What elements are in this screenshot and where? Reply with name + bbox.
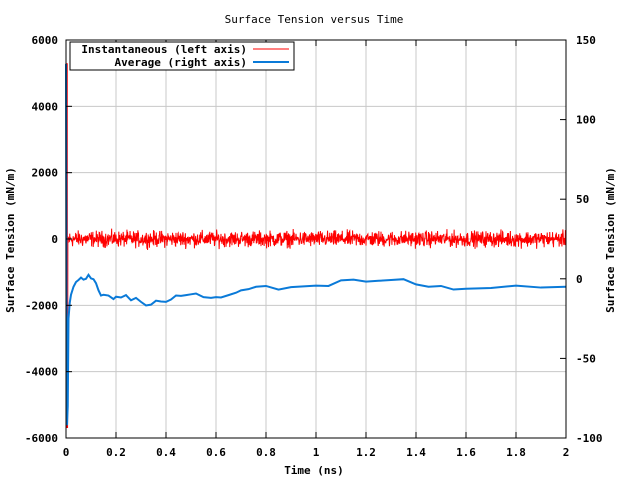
y-tick-label: 0 [51,233,58,246]
y-tick-label: -4000 [25,366,58,379]
x-axis-label: Time (ns) [284,464,344,477]
y-tick-label: -2000 [25,299,58,312]
y2-tick-label: 150 [576,34,596,47]
x-tick-label: 0 [63,446,70,459]
x-tick-label: 1.6 [456,446,476,459]
y2-tick-label: -100 [576,432,603,445]
x-tick-label: 1 [313,446,320,459]
y-tick-label: -6000 [25,432,58,445]
y2-tick-label: 50 [576,193,589,206]
series-line-average [65,63,567,426]
legend-label-average: Average (right axis) [115,56,247,69]
y-tick-labels: -6000 -4000 -2000 0 2000 4000 6000 [25,34,58,445]
y2-axis-label: Surface Tension (mN/m) [604,167,617,313]
y2-tick-label: -50 [576,352,596,365]
chart-title: Surface Tension versus Time [225,13,404,26]
x-tick-label: 1.2 [356,446,376,459]
y2-tick-labels: -100 -50 0 50 100 150 [576,34,603,445]
legend: Instantaneous (left axis) Average (right… [69,41,295,71]
y-tick-label: 4000 [32,100,59,113]
x-tick-label: 1.4 [406,446,426,459]
y-tick-label: 2000 [32,167,59,180]
y2-tick-label: 100 [576,114,596,127]
legend-label-instantaneous: Instantaneous (left axis) [81,43,247,56]
x-tick-labels: 0 0.2 0.4 0.6 0.8 1 1.2 1.4 1.6 1.8 2 [63,446,570,459]
average-series [65,63,567,426]
legend-box [69,41,295,71]
x-tick-label: 2 [563,446,570,459]
instantaneous-series [65,63,567,429]
y-tick-label: 6000 [32,34,59,47]
x-tick-label: 0.8 [256,446,276,459]
x-tick-label: 0.6 [206,446,226,459]
y-axis-label: Surface Tension (mN/m) [4,167,17,313]
x-tick-label: 0.2 [106,446,126,459]
x-tick-label: 1.8 [506,446,526,459]
y2-tick-label: 0 [576,273,583,286]
series-line-instantaneous [65,63,567,429]
x-tick-label: 0.4 [156,446,176,459]
